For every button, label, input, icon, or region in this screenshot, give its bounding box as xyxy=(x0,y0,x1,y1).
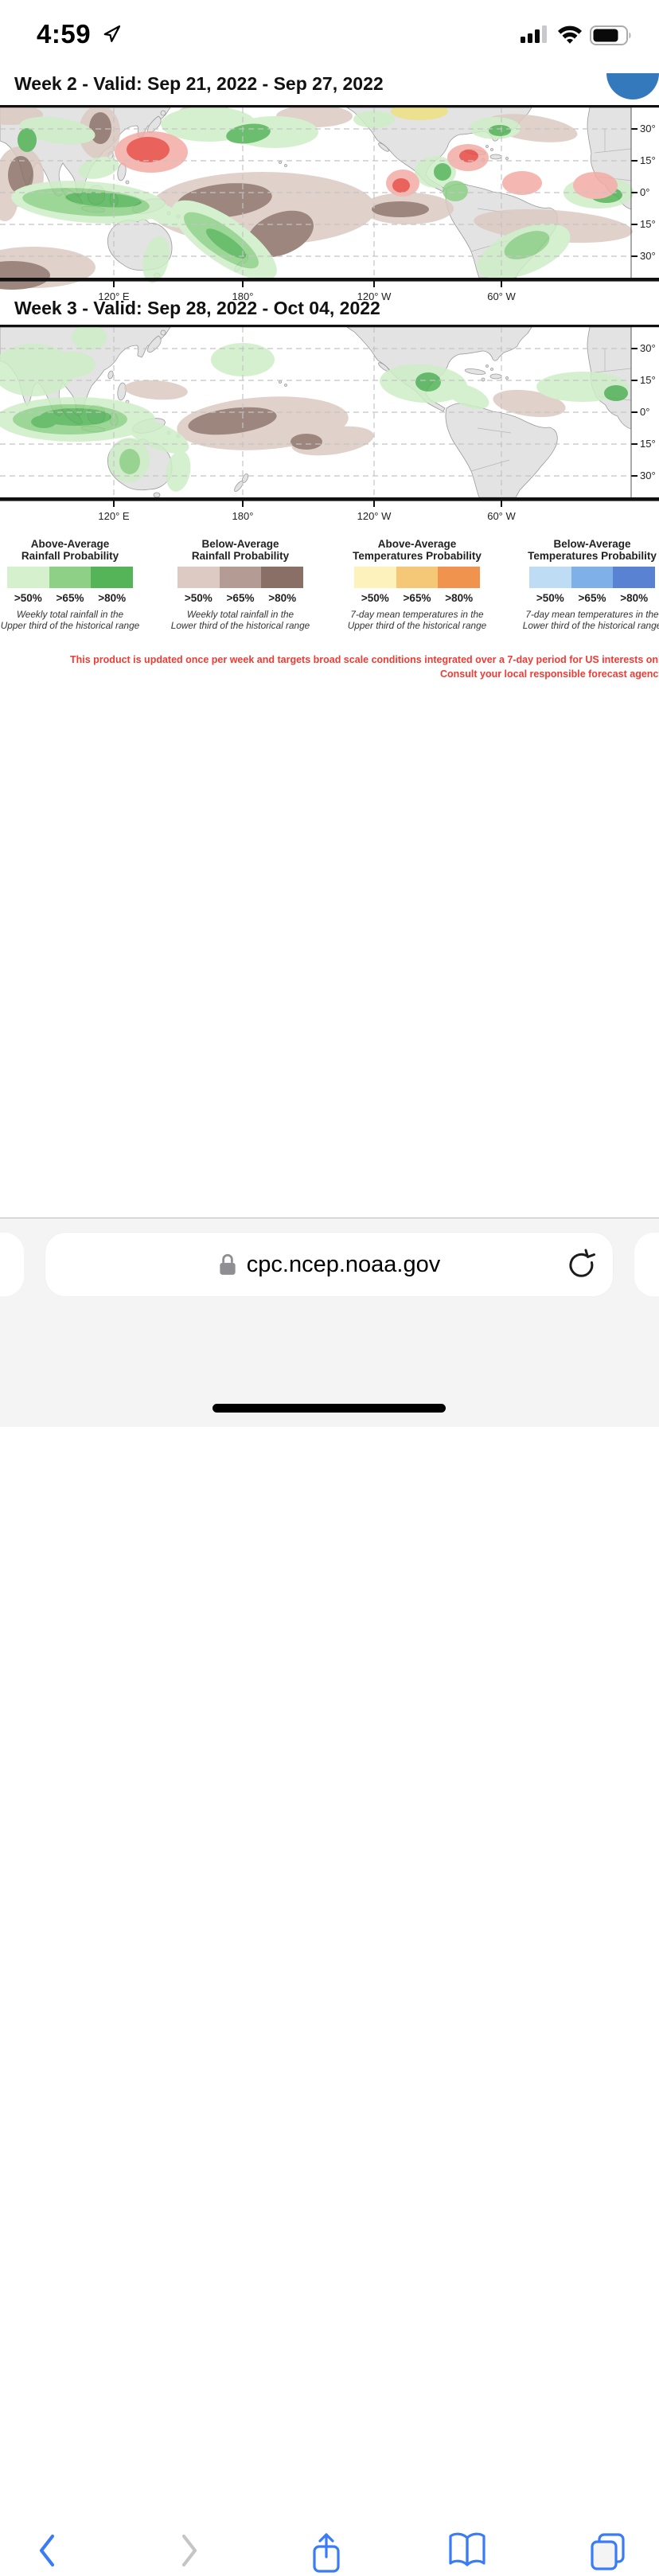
week3-axis-labels: 120° E 180° 120° W 60° W 30° N 15° N 0° … xyxy=(98,342,659,522)
forecast-map-week2: 120° E 180° 120° W 60° W 30° N 15° N 0° … xyxy=(0,105,659,302)
share-button[interactable] xyxy=(309,2531,344,2576)
lat-label: 30° N xyxy=(640,342,659,354)
lon-label: 180° xyxy=(232,290,254,302)
swatch xyxy=(396,567,439,588)
swatch xyxy=(571,567,614,588)
lat-label: 0° xyxy=(640,186,649,198)
battery-icon xyxy=(590,25,631,45)
week2-probability-shading xyxy=(0,105,634,290)
lat-label: 0° xyxy=(640,406,649,418)
week3-map-title: Week 3 - Valid: Sep 28, 2022 - Oct 04, 2… xyxy=(14,298,380,318)
legend-above-average-rainfall: Above-Average Rainfall Probability >50% >6… xyxy=(0,538,140,631)
lat-label: 15° S xyxy=(640,218,659,230)
week2-map-title: Week 2 - Valid: Sep 21, 2022 - Sep 27, 2… xyxy=(14,73,384,94)
lock-icon xyxy=(220,1253,236,1275)
lat-label: 15° S xyxy=(640,438,659,450)
home-indicator[interactable] xyxy=(213,1404,446,1413)
iphone-safari-screenshot: { "status": { "time": "4:59" }, "titles"… xyxy=(0,19,659,2573)
previous-tab-stub[interactable] xyxy=(0,1233,24,1296)
safari-bottom-bar: cpc.ncep.noaa.gov xyxy=(0,1218,659,2573)
lon-label: 120° W xyxy=(357,290,392,302)
lon-label: 120° E xyxy=(98,290,130,302)
week3-probability-shading xyxy=(0,325,629,492)
legend-above-average-temperatures: Above-Average Temperatures Probability >5… xyxy=(347,538,487,631)
color-scale-above-temperature xyxy=(354,567,481,588)
swatch xyxy=(7,567,49,588)
tabs-button[interactable] xyxy=(588,2531,628,2571)
lat-label: 30° S xyxy=(640,250,659,262)
lon-label: 60° W xyxy=(487,290,516,302)
swatch xyxy=(49,567,92,588)
back-button[interactable] xyxy=(35,2531,59,2570)
legend-below-average-rainfall: Below-Average Rainfall Probability >50% >6… xyxy=(170,538,310,631)
lon-label: 120° W xyxy=(357,510,392,522)
bookmarks-button[interactable] xyxy=(446,2531,488,2568)
swatch xyxy=(219,567,262,588)
lon-label: 180° xyxy=(232,510,254,522)
url-bar[interactable]: cpc.ncep.noaa.gov xyxy=(45,1233,613,1296)
swatch xyxy=(177,567,220,588)
location-arrow-icon xyxy=(103,25,121,42)
week2-axis-labels: 120° E 180° 120° W 60° W 30° N 15° N 0° … xyxy=(98,123,659,302)
forward-button[interactable] xyxy=(177,2531,201,2570)
legend-below-average-temperatures: Below-Average Temperatures Probability >5… xyxy=(522,538,659,631)
next-tab-stub[interactable] xyxy=(634,1233,659,1296)
swatch xyxy=(529,567,571,588)
color-scale-below-rainfall xyxy=(177,567,304,588)
lat-label: 30° N xyxy=(640,123,659,134)
swatch xyxy=(354,567,396,588)
swatch xyxy=(261,567,304,588)
color-scale-above-rainfall xyxy=(7,567,134,588)
lon-label: 60° W xyxy=(487,510,516,522)
color-scale-below-temperature xyxy=(529,567,656,588)
url-text: cpc.ncep.noaa.gov xyxy=(246,1251,441,1277)
reload-icon[interactable] xyxy=(565,1249,597,1280)
swatch xyxy=(613,567,656,588)
update-notice-line2: Consult your local responsible forecast … xyxy=(440,668,659,680)
status-bar-time: 4:59 xyxy=(37,19,92,49)
cellular-signal-icon xyxy=(521,25,547,43)
wifi-icon xyxy=(558,25,582,44)
forecast-map-week3: 120° E 180° 120° W 60° W 30° N 15° N 0° … xyxy=(0,325,659,522)
lon-label: 120° E xyxy=(98,510,130,522)
lat-label: 30° S xyxy=(640,470,659,481)
lat-label: 15° N xyxy=(640,374,659,386)
swatch xyxy=(91,567,134,588)
swatch xyxy=(438,567,481,588)
update-notice-line1: This product is updated once per week an… xyxy=(70,654,659,665)
lat-label: 15° N xyxy=(640,154,659,166)
